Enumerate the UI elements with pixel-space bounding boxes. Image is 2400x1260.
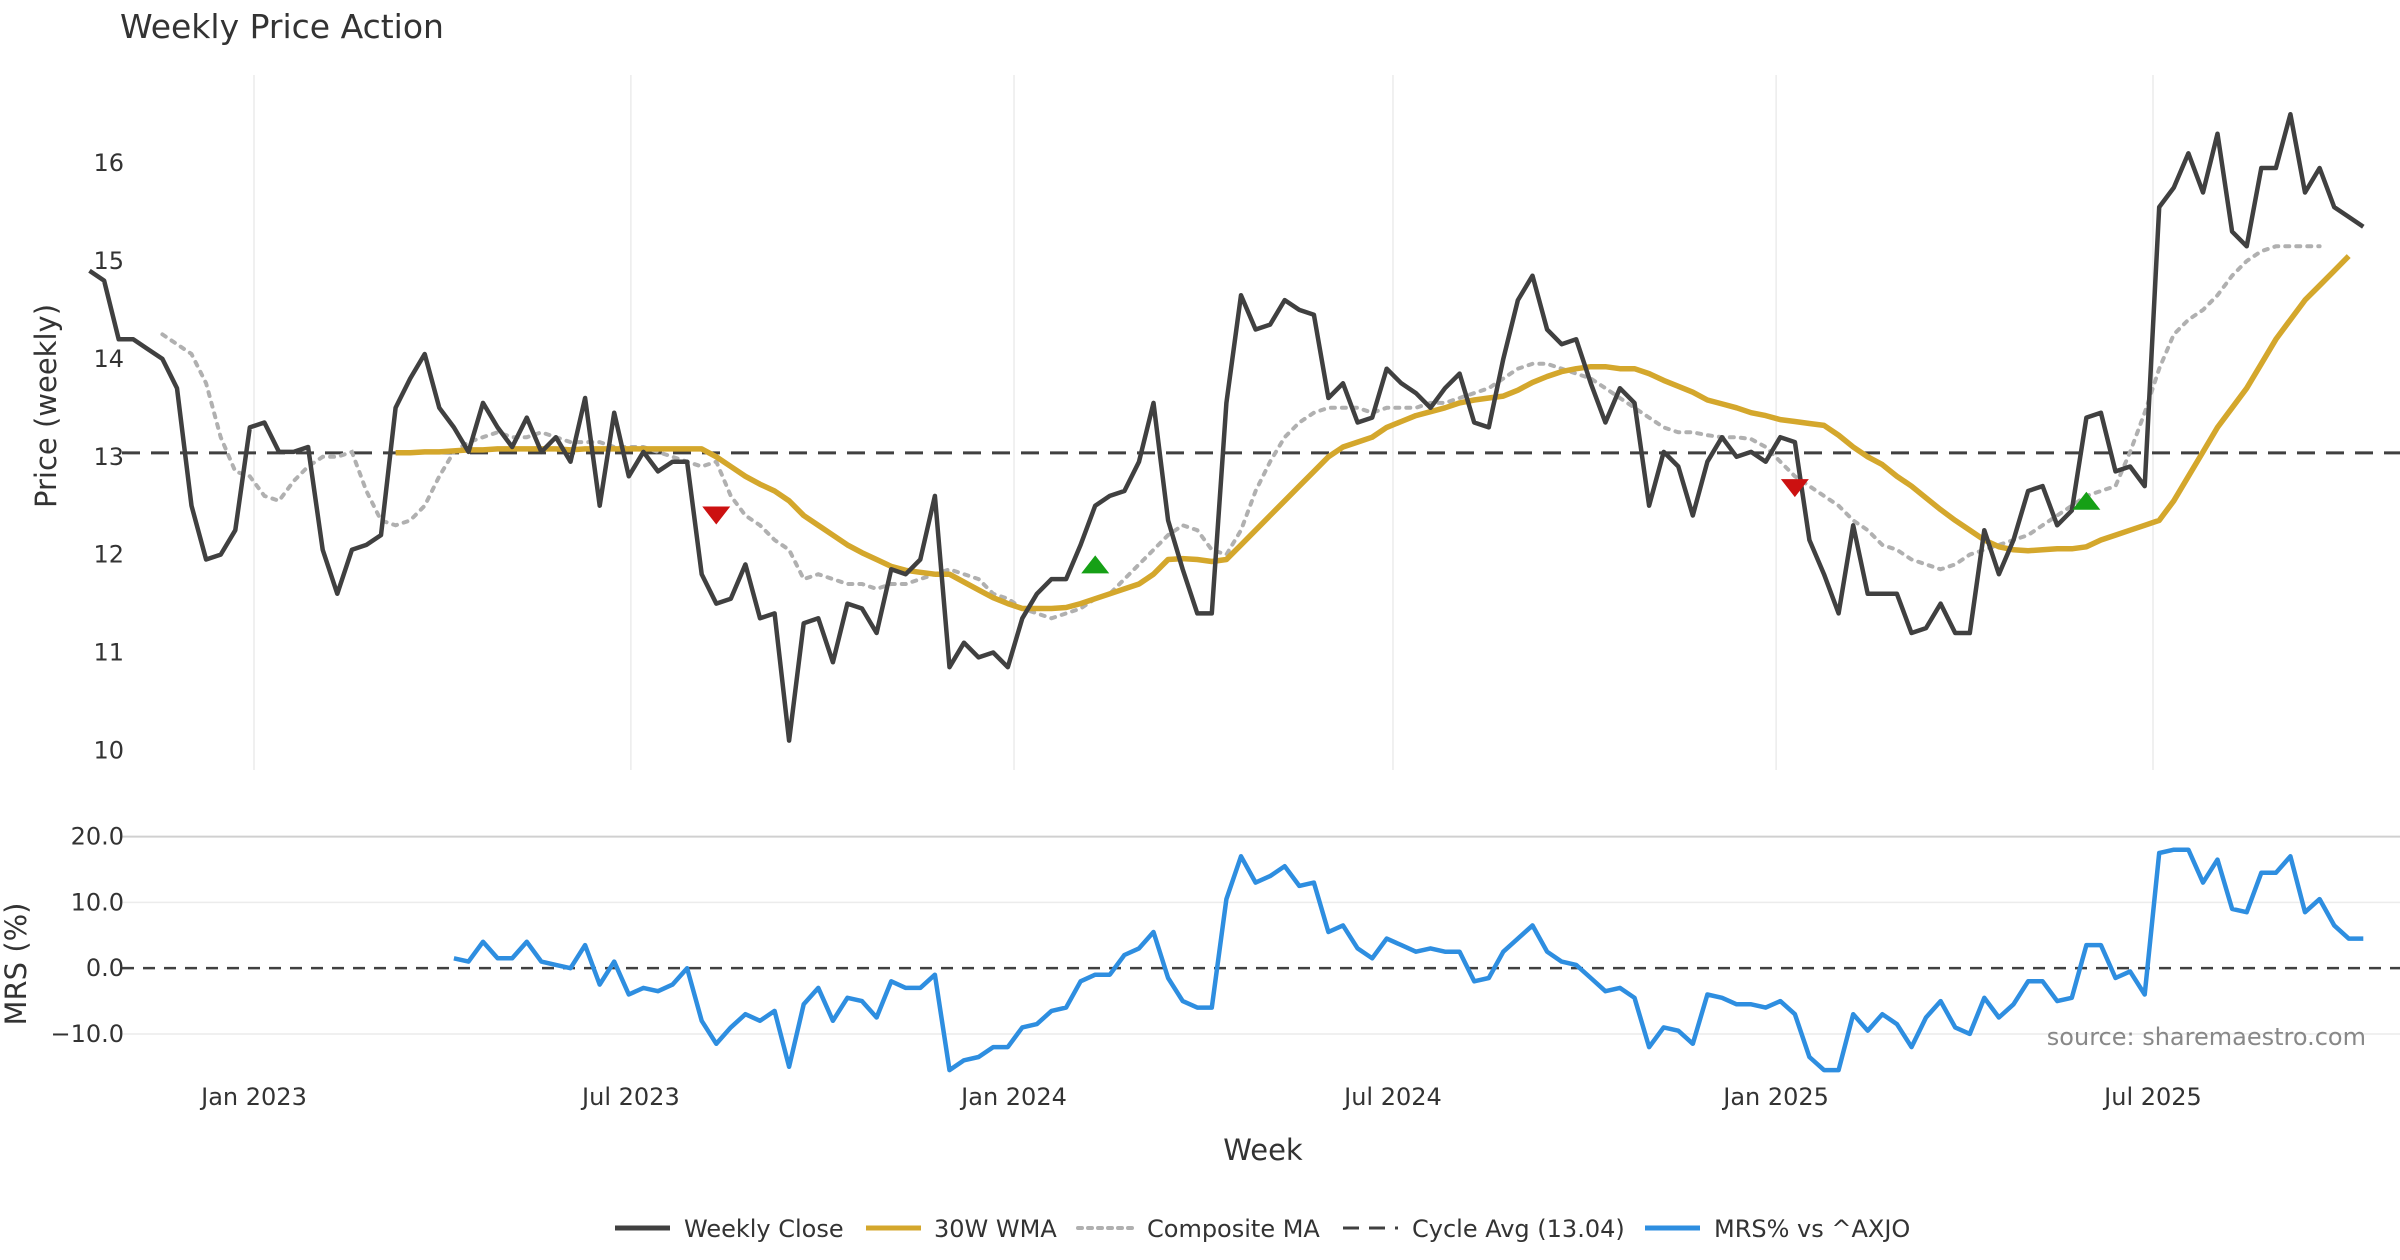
- price-y-tick-label: 16: [93, 149, 124, 177]
- sell-signal-marker: [702, 506, 731, 525]
- x-axis-label: Week: [1223, 1133, 1303, 1167]
- legend: Weekly Close 30W WMA Composite MA Cycle …: [615, 1215, 1910, 1243]
- legend-label: MRS% vs ^AXJO: [1714, 1215, 1910, 1243]
- x-tick-label: Jul 2024: [1342, 1083, 1442, 1111]
- price-y-tick-label: 13: [93, 443, 124, 471]
- price-y-tick-label: 10: [93, 736, 124, 764]
- mrs-y-ticks: −10.0 0.0 10.0 20.0: [50, 823, 124, 1048]
- price-y-tick-label: 15: [93, 247, 124, 275]
- legend-item-weekly-close: Weekly Close: [615, 1215, 844, 1243]
- mrs-line: [453, 847, 2364, 1073]
- legend-label: Cycle Avg (13.04): [1412, 1215, 1625, 1243]
- legend-item-composite-ma: Composite MA: [1076, 1215, 1320, 1243]
- weekly-close-line: [88, 111, 2365, 743]
- grid-layer: [122, 75, 2400, 1035]
- x-tick-label: Jul 2023: [580, 1083, 680, 1111]
- price-y-tick-label: 11: [93, 639, 124, 667]
- buy-signal-marker: [1081, 555, 1110, 574]
- mrs-y-tick-label: 0.0: [86, 954, 124, 982]
- price-y-tick-label: 14: [93, 345, 124, 373]
- x-tick-label: Jan 2024: [959, 1083, 1067, 1111]
- mrs-y-axis-label: MRS (%): [0, 903, 33, 1026]
- wma-30w-line: [395, 254, 2351, 612]
- x-tick-label: Jan 2025: [1721, 1083, 1829, 1111]
- legend-label: 30W WMA: [934, 1215, 1057, 1243]
- reference-lines: [122, 451, 2400, 970]
- composite-ma-line: [160, 244, 2322, 621]
- legend-item-mrs: MRS% vs ^AXJO: [1645, 1215, 1910, 1243]
- price-y-ticks: 10 11 12 13 14 15 16: [93, 149, 124, 764]
- legend-label: Composite MA: [1147, 1215, 1320, 1243]
- legend-item-wma: 30W WMA: [866, 1215, 1057, 1243]
- x-tick-label: Jul 2025: [2102, 1083, 2202, 1111]
- series-layer: [88, 111, 2365, 1073]
- chart-title: Weekly Price Action: [120, 7, 444, 46]
- legend-item-cycle-avg: Cycle Avg (13.04): [1343, 1215, 1625, 1243]
- mrs-y-tick-label: 10.0: [71, 888, 124, 916]
- price-y-tick-label: 12: [93, 541, 124, 569]
- signal-markers: [702, 479, 2101, 574]
- x-tick-label: Jan 2023: [199, 1083, 307, 1111]
- source-note: source: sharemaestro.com: [2047, 1023, 2366, 1051]
- sell-signal-marker: [1780, 479, 1809, 498]
- mrs-y-tick-label: −10.0: [50, 1020, 124, 1048]
- price-y-axis-label: Price (weekly): [29, 304, 63, 508]
- x-ticks: Jan 2023 Jul 2023 Jan 2024 Jul 2024 Jan …: [199, 1083, 2202, 1111]
- legend-label: Weekly Close: [684, 1215, 844, 1243]
- mrs-y-tick-label: 20.0: [71, 823, 124, 851]
- buy-signal-marker: [2072, 491, 2101, 510]
